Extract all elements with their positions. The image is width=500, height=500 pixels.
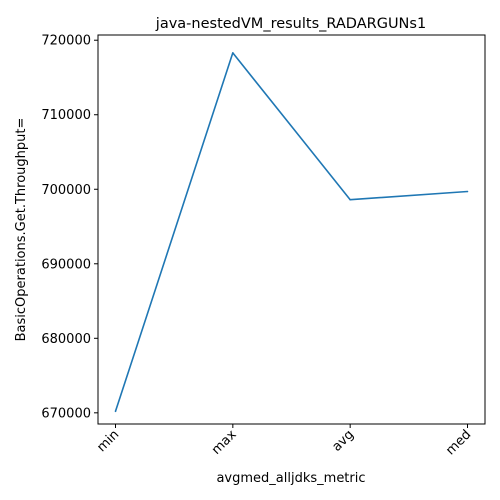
x-tick-label: med — [443, 427, 474, 458]
y-axis-title: BasicOperations.Get.Throughput= — [14, 118, 29, 342]
x-tick-label: max — [209, 427, 240, 458]
data-point — [466, 190, 469, 193]
plot-area — [97, 34, 486, 425]
y-axis: 670000 680000 690000 700000 710000 720000 — [41, 34, 98, 421]
y-tick-label: 680000 — [41, 332, 91, 347]
chart-title: java-nestedVM_results_RADARGUNs1 — [155, 16, 426, 32]
y-tick-label: 700000 — [41, 183, 91, 198]
plot-frame — [97, 34, 486, 425]
data-point — [349, 198, 351, 201]
data-point — [232, 52, 234, 54]
y-tick-label: 690000 — [41, 257, 91, 272]
x-axis-title: avgmed_alljdks_metric — [216, 471, 365, 486]
series-layer — [114, 52, 469, 413]
x-tick-label: avg — [329, 427, 357, 455]
y-tick-label: 710000 — [41, 108, 91, 123]
y-tick-label: 720000 — [41, 34, 91, 49]
x-tick-label: min — [94, 427, 122, 455]
series-line — [114, 52, 468, 412]
data-point — [114, 410, 117, 413]
x-axis: min max avg med — [94, 424, 474, 458]
y-tick-label: 670000 — [41, 406, 91, 421]
